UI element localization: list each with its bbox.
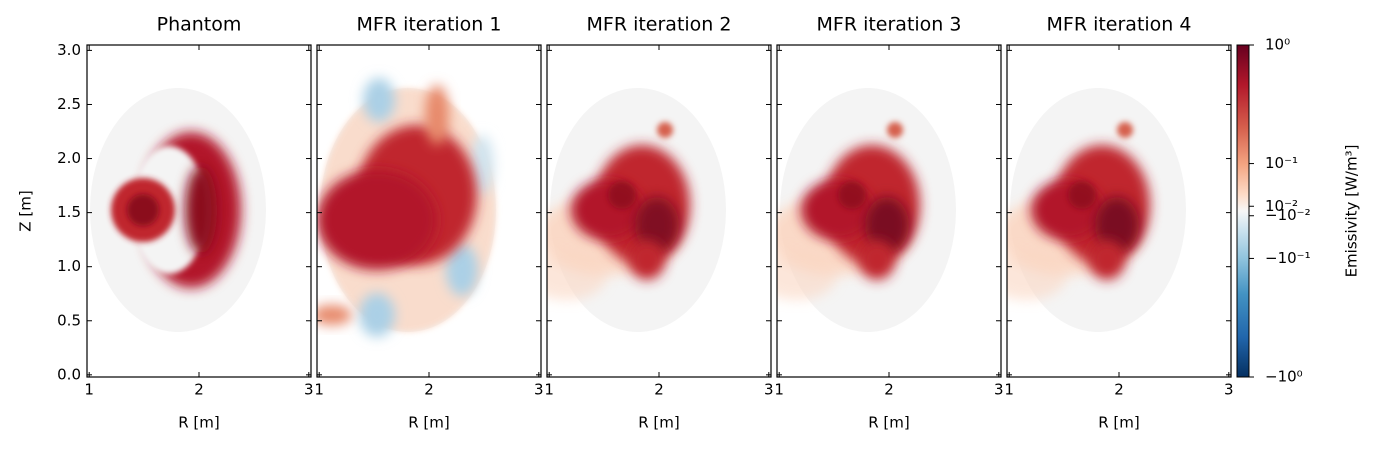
x-tick-label: 2 [194,381,204,399]
y-tick-label: 2.5 [57,95,81,113]
heatmap-blob [838,181,866,209]
y-tick-label: 0.0 [57,365,81,383]
y-tick-label: 3.0 [57,41,81,59]
panel-title: MFR iteration 3 [817,14,962,36]
x-tick-label: 1 [84,381,94,399]
x-tick-label: 1 [314,381,324,399]
heatmap-blob [629,240,665,280]
heatmap-blob [359,293,395,337]
colorbar-tick-label: 10⁻¹ [1265,154,1298,172]
heatmap-blob [865,197,909,253]
x-tick-label: 3 [534,381,544,399]
heatmap-blob [425,85,449,145]
x-tick-label: 1 [544,381,554,399]
panel-title: MFR iteration 4 [1047,14,1192,36]
x-tick-label: 3 [1224,381,1234,399]
y-tick-label: 0.5 [57,311,81,329]
heatmap [90,88,266,332]
heatmap-blob [1007,250,1067,300]
heatmap [777,88,956,332]
x-tick-label: 2 [654,381,664,399]
heatmap-blob [887,122,903,138]
heatmap-blob [446,244,478,296]
heatmap-blob [859,240,895,280]
heatmap-blob [657,122,673,138]
panel-title: MFR iteration 2 [587,14,732,36]
heatmap-blob [317,170,437,270]
heatmap-blob [1068,181,1096,209]
y-tick-label: 2.0 [57,149,81,167]
heatmap [547,88,726,332]
heatmap-blob [608,181,636,209]
x-axis-label: R [m] [178,414,220,432]
heatmap-blob [777,250,837,300]
x-axis-label: R [m] [1098,414,1140,432]
colorbar-tick-label: −10⁻¹ [1265,249,1311,267]
y-tick-label: 1.5 [57,203,81,221]
x-tick-label: 3 [764,381,774,399]
x-tick-label: 1 [774,381,784,399]
x-tick-label: 2 [884,381,894,399]
heatmap-blob [1089,240,1125,280]
y-tick-label: 1.0 [57,257,81,275]
colorbar-tick-label: 10⁰ [1265,36,1290,54]
x-axis-label: R [m] [868,414,910,432]
x-tick-label: 3 [304,381,314,399]
heatmap-blob [635,197,679,253]
heatmap-blob [363,78,395,122]
x-tick-label: 2 [424,381,434,399]
heatmap-blob [127,194,159,226]
heatmap-blob [470,135,494,195]
x-axis-label: R [m] [638,414,680,432]
heatmap-blob [317,305,352,325]
panel-title: Phantom [157,14,242,36]
colorbar-tick-label: 10⁻² [1265,197,1298,215]
colorbar [1236,44,1250,378]
heatmap [317,78,496,337]
x-tick-label: 3 [994,381,1004,399]
heatmap-blob [547,250,607,300]
heatmap-blob [185,166,217,254]
heatmap-blob [1095,197,1139,253]
x-tick-label: 1 [1004,381,1014,399]
colorbar-label: Emissivity [W/m³] [1343,145,1361,278]
x-axis-label: R [m] [408,414,450,432]
colorbar-tick-label: −10⁰ [1265,368,1303,386]
x-tick-label: 2 [1114,381,1124,399]
panel-title: MFR iteration 1 [357,14,502,36]
heatmap [1007,88,1186,332]
y-axis-label: Z [m] [17,190,35,231]
colorbar-tick-label: −10⁻² [1265,206,1311,224]
heatmap-blob [1117,122,1133,138]
